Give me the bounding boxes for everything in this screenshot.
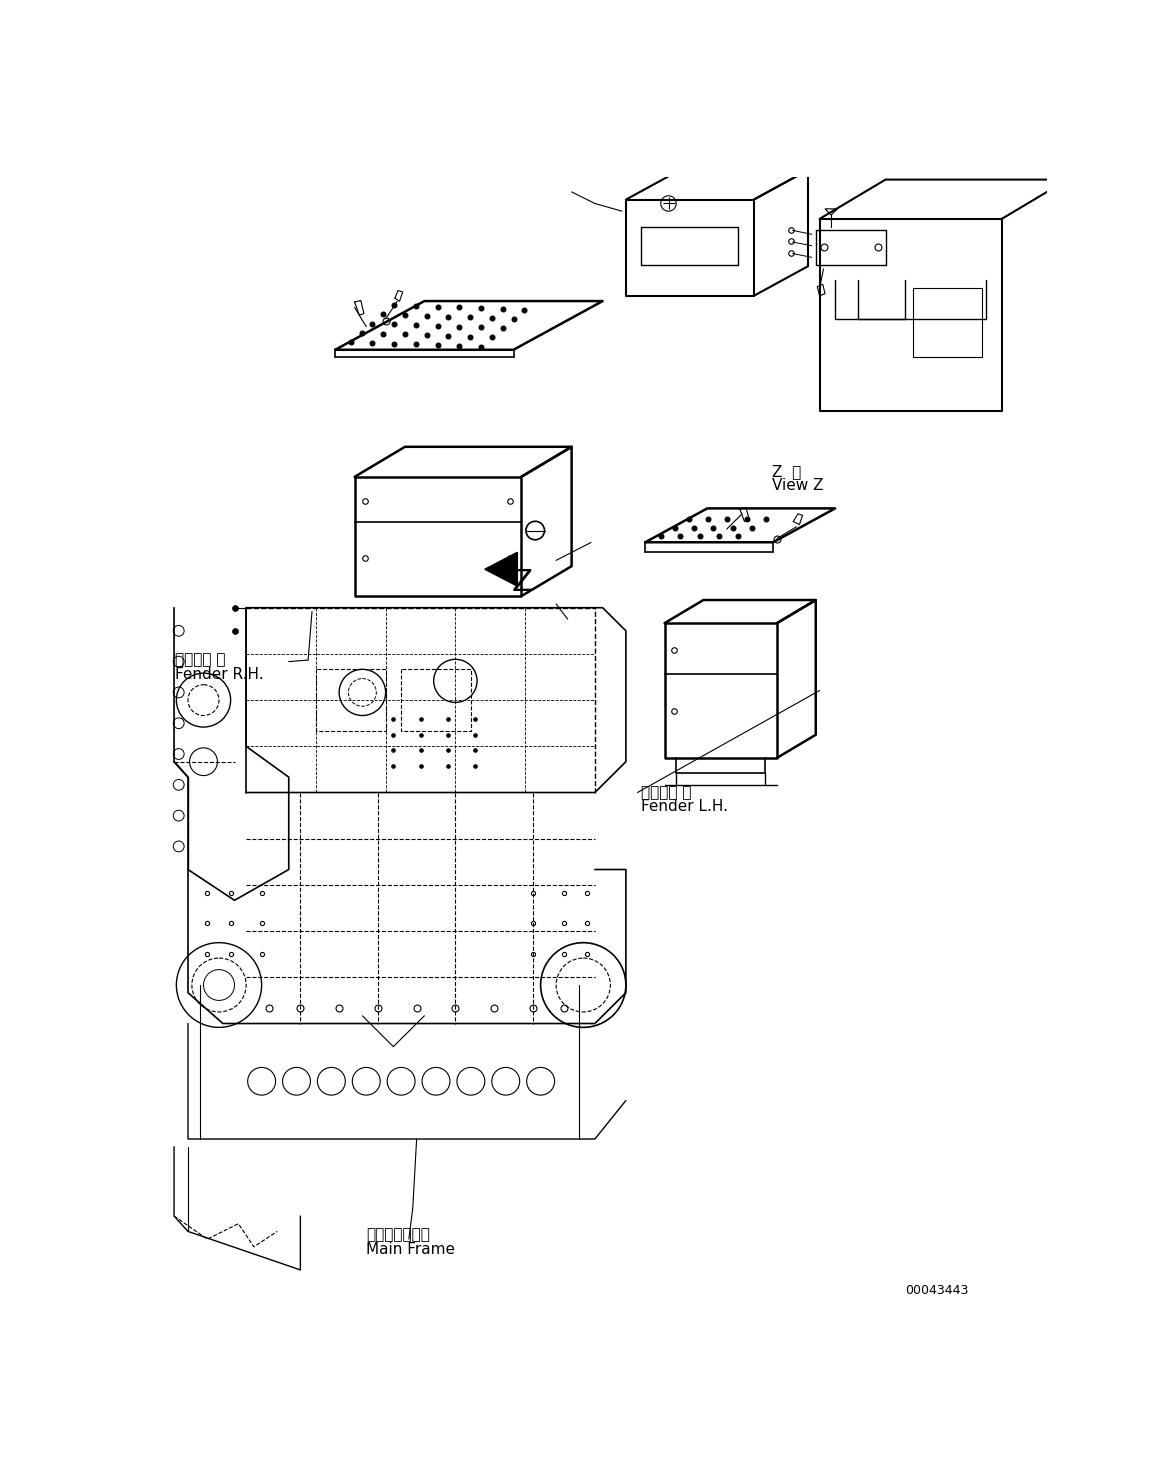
- Text: Fender R.H.: Fender R.H.: [174, 666, 264, 683]
- Text: Z  視: Z 視: [771, 463, 801, 478]
- Polygon shape: [485, 552, 518, 585]
- Text: View Z: View Z: [771, 478, 823, 493]
- Text: フェンダ 右: フェンダ 右: [174, 652, 226, 668]
- Text: Z: Z: [512, 568, 531, 597]
- Text: Fender L.H.: Fender L.H.: [641, 799, 728, 815]
- Text: メインフレーム: メインフレーム: [366, 1228, 430, 1243]
- Text: Main Frame: Main Frame: [366, 1242, 455, 1258]
- Text: フェンダ 左: フェンダ 左: [641, 786, 692, 800]
- Text: 00043443: 00043443: [905, 1284, 969, 1297]
